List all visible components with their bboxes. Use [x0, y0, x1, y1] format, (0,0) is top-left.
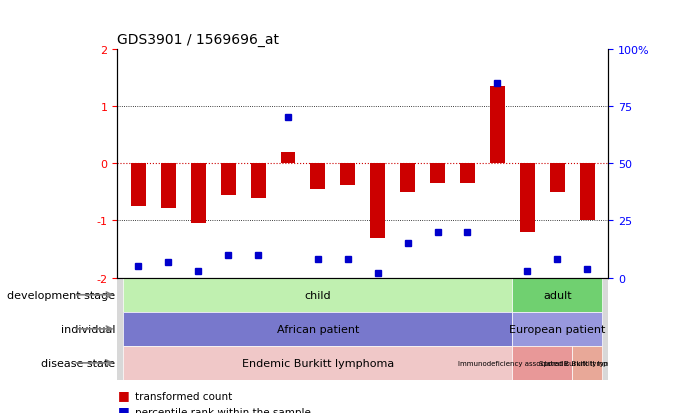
Bar — [131, 164, 146, 206]
Bar — [161, 164, 176, 209]
Text: Endemic Burkitt lymphoma: Endemic Burkitt lymphoma — [242, 358, 394, 368]
Bar — [191, 164, 206, 224]
Bar — [341, 164, 355, 185]
Bar — [520, 164, 535, 233]
Text: child: child — [305, 290, 331, 300]
Bar — [124, 278, 512, 312]
Text: European patient: European patient — [509, 324, 605, 334]
Bar — [310, 164, 325, 190]
Bar — [220, 164, 236, 195]
Text: Sporadic Burkitt lymphoma: Sporadic Burkitt lymphoma — [540, 360, 635, 366]
Text: ■: ■ — [117, 404, 129, 413]
Text: individual: individual — [61, 324, 115, 334]
Bar — [124, 346, 512, 380]
Bar — [550, 164, 565, 192]
Bar — [512, 346, 572, 380]
Bar — [430, 164, 445, 184]
Text: percentile rank within the sample: percentile rank within the sample — [135, 407, 311, 413]
Bar — [281, 152, 296, 164]
Bar — [124, 312, 512, 346]
Bar — [512, 312, 602, 346]
Bar — [460, 164, 475, 184]
Bar — [572, 346, 602, 380]
Text: Immunodeficiency associated Burkitt lymphoma: Immunodeficiency associated Burkitt lymp… — [457, 360, 627, 366]
Bar — [370, 164, 385, 238]
Text: adult: adult — [543, 290, 571, 300]
Text: development stage: development stage — [7, 290, 115, 300]
Bar — [490, 87, 505, 164]
Bar — [400, 164, 415, 192]
Bar — [512, 278, 602, 312]
Text: ■: ■ — [117, 388, 129, 401]
Text: GDS3901 / 1569696_at: GDS3901 / 1569696_at — [117, 33, 279, 47]
Bar — [580, 164, 595, 221]
Text: transformed count: transformed count — [135, 391, 232, 401]
Text: African patient: African patient — [276, 324, 359, 334]
Bar — [251, 164, 265, 198]
Text: disease state: disease state — [41, 358, 115, 368]
